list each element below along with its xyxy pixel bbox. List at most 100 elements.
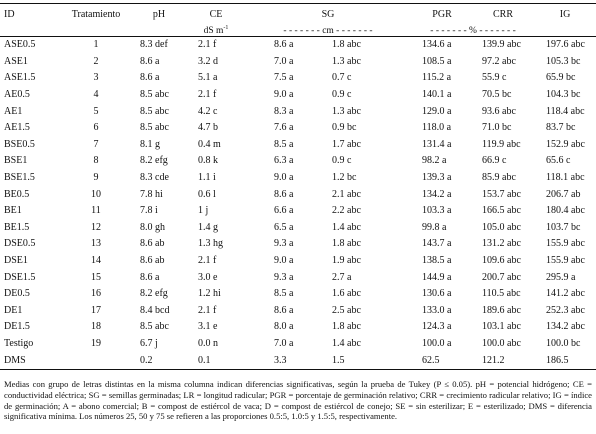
table-row: AE1 5 8.5 abc 4.2 c 8.3 a 1.3 abc 129.0 a 93.6 … <box>0 103 596 120</box>
header-ig: IG <box>534 3 596 25</box>
cell-ph: 8.5 abc <box>140 321 169 333</box>
cell-sg: 8.3 a <box>274 105 294 117</box>
cell-crr: 71.0 bc <box>482 122 512 134</box>
cell-ce: 0.4 m <box>198 138 221 150</box>
cell-sg: 8.0 a <box>274 321 294 333</box>
cell-ce: 3.0 e <box>198 271 218 283</box>
header-id: ID <box>0 3 62 25</box>
cell-pgr: 129.0 a <box>422 105 452 117</box>
cell-ig: 141.2 abc <box>546 288 585 300</box>
cell-crr: 97.2 abc <box>482 55 516 67</box>
table-row: BSE1 8 8.2 efg 0.8 k 6.3 a 0.9 c 98.2 a 66.9 c 6… <box>0 153 596 170</box>
cell-pgr: 124.3 a <box>422 321 452 333</box>
cell-ce: 1 j <box>198 205 209 217</box>
header-crr: CRR <box>472 3 535 25</box>
table-row: BE1.5 12 8.0 gh 1.4 g 6.5 a 1.4 abc 99.8 a 105.… <box>0 220 596 237</box>
cell-ig: 180.4 abc <box>546 205 585 217</box>
table-row: ASE1 2 8.6 a 3.2 d 7.0 a 1.3 abc 108.5 a 97.2 a… <box>0 54 596 71</box>
cell-ig: 118.4 abc <box>546 105 585 117</box>
cell-crr: 121.2 <box>472 352 535 370</box>
cell-lr: 1.4 abc <box>332 337 361 349</box>
cell-ph: 8.5 abc <box>140 122 169 134</box>
cell-id: DE1.5 <box>4 321 30 333</box>
cell-lr: 0.9 c <box>332 89 352 101</box>
cell-lr: 1.8 abc <box>332 238 361 250</box>
cell-id: BE0.5 <box>4 188 30 200</box>
cell-id: BSE0.5 <box>4 138 35 150</box>
header-ph: pH <box>130 3 188 25</box>
cell-ph: 8.3 cde <box>140 172 169 184</box>
table-row: BE1 11 7.8 i 1 j 6.6 a 2.2 abc 103.3 a 166.5 ab… <box>0 203 596 220</box>
cell-id: DSE1 <box>4 255 28 267</box>
cell-id: DE1 <box>4 304 23 316</box>
cell-tratamiento: 16 <box>91 288 101 300</box>
cell-ce: 1.2 hi <box>198 288 221 300</box>
cell-ig: 186.5 <box>534 352 596 370</box>
cell-tratamiento: 8 <box>93 155 99 167</box>
cell-id: DSE1.5 <box>4 271 36 283</box>
cell-ig: 118.1 abc <box>546 172 585 184</box>
table-row: AE1.5 6 8.5 abc 4.7 b 7.6 a 0.9 bc 118.0 a 71.0… <box>0 120 596 137</box>
cell-pgr: 99.8 a <box>422 221 447 233</box>
cell-id: ASE1 <box>4 55 28 67</box>
cell-sg: 6.5 a <box>274 221 294 233</box>
cell-ph: 8.4 bcd <box>140 304 170 316</box>
cell-crr: 105.0 abc <box>482 221 521 233</box>
cell-crr: 166.5 abc <box>482 205 521 217</box>
cell-sg: 9.0 a <box>274 172 294 184</box>
table-row: DMS 0.2 0.1 3.3 1.5 62.5 121.2 186.5 <box>0 352 596 370</box>
cell-crr: 153.7 abc <box>482 188 521 200</box>
table-row: ASE0.5 1 8.3 def 2.1 f 8.6 a 1.8 abc 134.6 a 13… <box>0 37 596 54</box>
cell-tratamiento: 10 <box>91 188 101 200</box>
cell-pgr: 130.6 a <box>422 288 452 300</box>
cell-pgr: 133.0 a <box>422 304 452 316</box>
cell-crr: 131.2 abc <box>482 238 521 250</box>
table-row: Testigo 19 6.7 j 0.0 n 7.0 a 1.4 abc 100.0 a 10… <box>0 336 596 353</box>
unit-ce-exponent: -1 <box>223 24 229 31</box>
cell-ig: 152.9 abc <box>546 138 585 150</box>
cell-crr: 200.7 abc <box>482 271 521 283</box>
cell-ig: 83.7 bc <box>546 122 576 134</box>
cell-tratamiento: 3 <box>93 72 99 84</box>
cell-ce: 3.2 d <box>198 55 218 67</box>
cell-sg: 7.0 a <box>274 337 294 349</box>
cell-tratamiento: 15 <box>91 271 101 283</box>
cell-ce: 3.1 e <box>198 321 218 333</box>
cell-tratamiento: 4 <box>93 89 99 101</box>
header-ce: CE <box>188 3 244 25</box>
cell-ce: 1.4 g <box>198 221 218 233</box>
table-row: DE1.5 18 8.5 abc 3.1 e 8.0 a 1.8 abc 124.3 a 10… <box>0 319 596 336</box>
table-row: BSE1.5 9 8.3 cde 1.1 i 9.0 a 1.2 bc 139.3 a 85.… <box>0 170 596 187</box>
cell-sg: 6.6 a <box>274 205 294 217</box>
cell-ig: 197.6 abc <box>546 39 585 51</box>
cell-pgr: 108.5 a <box>422 55 452 67</box>
cell-tratamiento: 1 <box>93 39 99 51</box>
cell-ce: 2.1 f <box>198 89 217 101</box>
cell-sg: 8.5 a <box>274 288 294 300</box>
cell-ph: 8.1 g <box>140 138 160 150</box>
table-row: ASE1.5 3 8.6 a 5.1 a 7.5 a 0.7 c 115.2 a 55.9 c… <box>0 70 596 87</box>
table-row: DE0.5 16 8.2 efg 1.2 hi 8.5 a 1.6 abc 130.6 a 1… <box>0 286 596 303</box>
cell-pgr: 134.6 a <box>422 39 452 51</box>
unit-percent: - - - - - - - % - - - - - - - <box>430 25 516 36</box>
cell-id: Testigo <box>4 337 34 349</box>
cell-tratamiento: 13 <box>91 238 101 250</box>
cell-pgr: 138.5 a <box>422 255 452 267</box>
cell-lr: 1.3 abc <box>332 55 361 67</box>
cell-id: AE0.5 <box>4 89 30 101</box>
cell-ph: 8.0 gh <box>140 221 165 233</box>
cell-id: BE1 <box>4 205 22 217</box>
cell-pgr: 140.1 a <box>422 89 452 101</box>
cell-id: AE1 <box>4 105 23 117</box>
table-row: BSE0.5 7 8.1 g 0.4 m 8.5 a 1.7 abc 131.4 a 119.… <box>0 137 596 154</box>
cell-ph: 8.5 abc <box>140 105 169 117</box>
cell-crr: 70.5 bc <box>482 89 512 101</box>
cell-ph: 8.6 a <box>140 72 160 84</box>
cell-pgr: 134.2 a <box>422 188 452 200</box>
cell-ce: 0.6 l <box>198 188 216 200</box>
cell-ig: 65.6 c <box>546 155 571 167</box>
cell-sg: 9.0 a <box>274 255 294 267</box>
cell-lr: 1.5 <box>320 352 413 370</box>
cell-ce: 1.1 i <box>198 172 216 184</box>
cell-lr: 1.2 bc <box>332 172 357 184</box>
